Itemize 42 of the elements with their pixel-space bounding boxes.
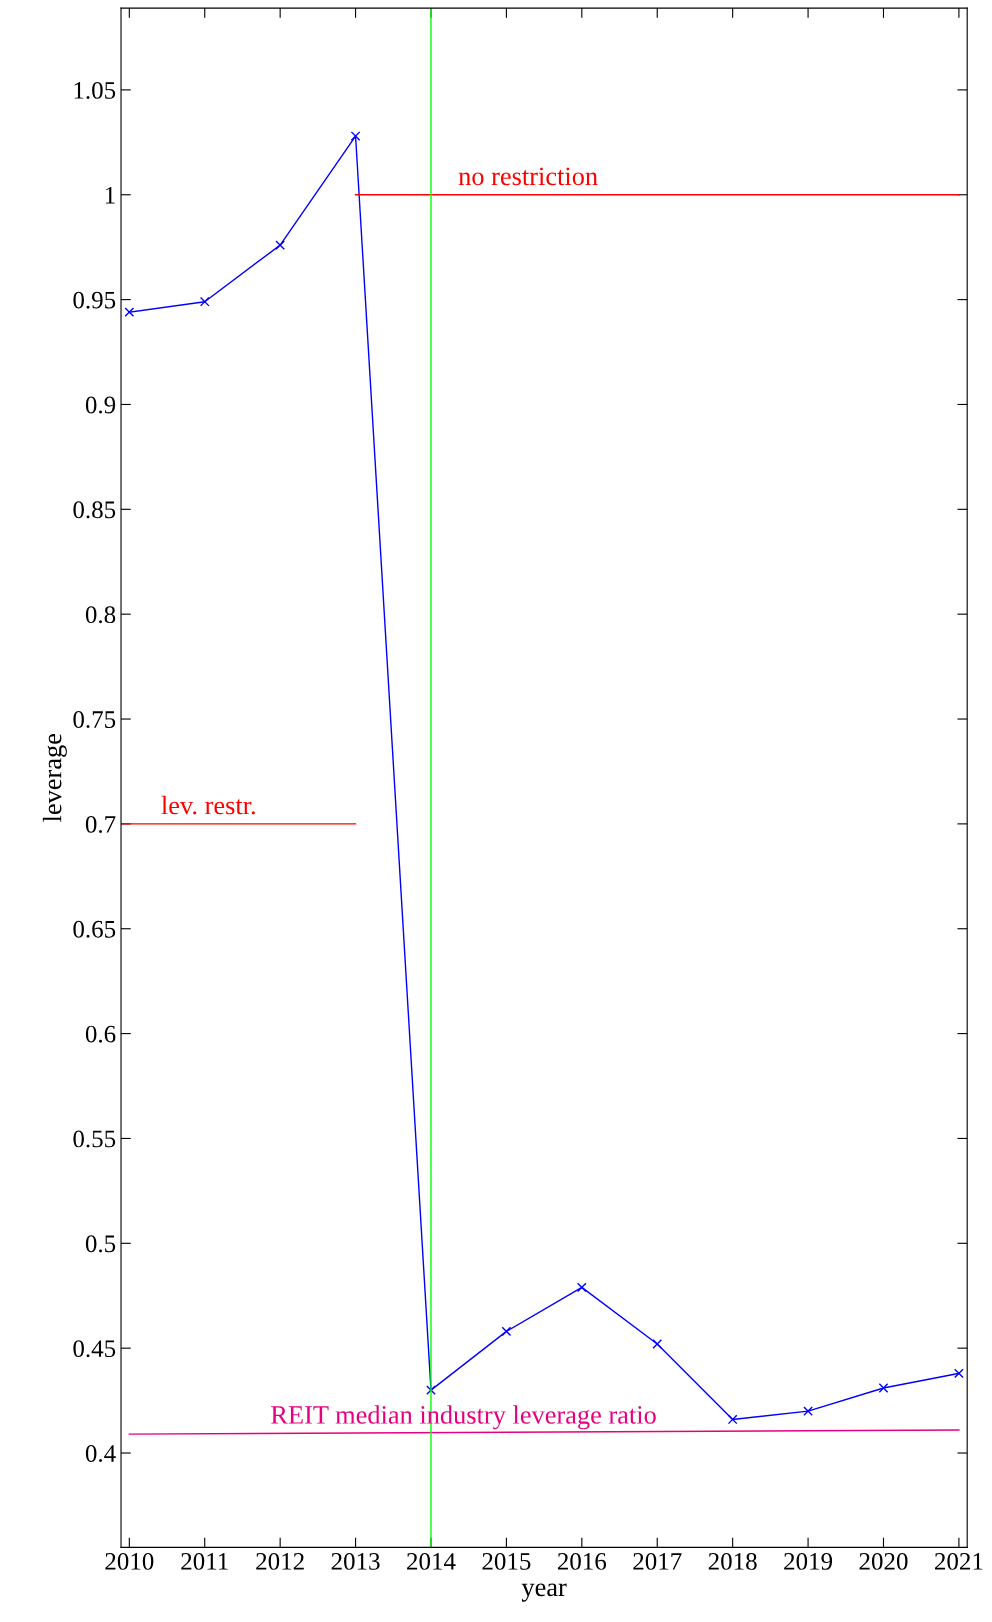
point bbox=[652, 1339, 663, 1349]
point bbox=[426, 1385, 436, 1395]
x-tick-label: 2013 bbox=[331, 1552, 380, 1570]
point bbox=[954, 1368, 964, 1379]
x-axis-title: year bbox=[521, 1583, 567, 1602]
y-axis-title: leverage bbox=[42, 733, 67, 822]
x-tick-label: 2010 bbox=[105, 1552, 154, 1570]
point bbox=[576, 1282, 587, 1293]
point bbox=[803, 1406, 813, 1416]
point bbox=[501, 1326, 512, 1337]
y-tick-label: 1 bbox=[105, 186, 115, 204]
y-tick-label: 1.05 bbox=[74, 81, 116, 99]
y-tick-label: 0.8 bbox=[85, 606, 116, 624]
y-tick-label: 0.65 bbox=[73, 920, 116, 938]
x-tick-label: 2020 bbox=[859, 1552, 908, 1570]
x-tick-label: 2011 bbox=[181, 1552, 228, 1570]
point bbox=[275, 240, 286, 250]
x-tick-label: 2019 bbox=[784, 1552, 833, 1570]
x-tick-label: 2015 bbox=[482, 1552, 531, 1570]
x-tick-label: 2018 bbox=[708, 1552, 757, 1570]
y-tick-label: 0.95 bbox=[73, 291, 116, 309]
y-tick-label: 0.7 bbox=[85, 815, 116, 833]
y-tick-label: 0.45 bbox=[73, 1340, 116, 1358]
series-label: lev. restr. bbox=[161, 795, 255, 815]
series-label: no restriction bbox=[458, 167, 598, 186]
y-tick-label: 0.75 bbox=[73, 711, 116, 729]
x-tick-label: 2021 bbox=[935, 1552, 983, 1570]
point bbox=[878, 1383, 889, 1393]
point bbox=[124, 307, 135, 318]
x-tick-label: 2017 bbox=[633, 1552, 682, 1570]
point bbox=[350, 131, 361, 141]
y-tick-label: 0.4 bbox=[85, 1445, 116, 1463]
y-tick-label: 0.5 bbox=[85, 1235, 116, 1253]
x-tick-label: 2016 bbox=[557, 1552, 607, 1570]
y-tick-label: 0.85 bbox=[73, 501, 116, 519]
point bbox=[199, 296, 210, 307]
x-tick-label: 2012 bbox=[256, 1552, 304, 1570]
x-tick-label: 2014 bbox=[407, 1552, 456, 1570]
y-tick-label: 0.6 bbox=[85, 1025, 116, 1043]
y-tick-label: 0.55 bbox=[73, 1130, 116, 1148]
y-tick-label: 0.9 bbox=[85, 396, 116, 414]
point bbox=[727, 1414, 738, 1425]
